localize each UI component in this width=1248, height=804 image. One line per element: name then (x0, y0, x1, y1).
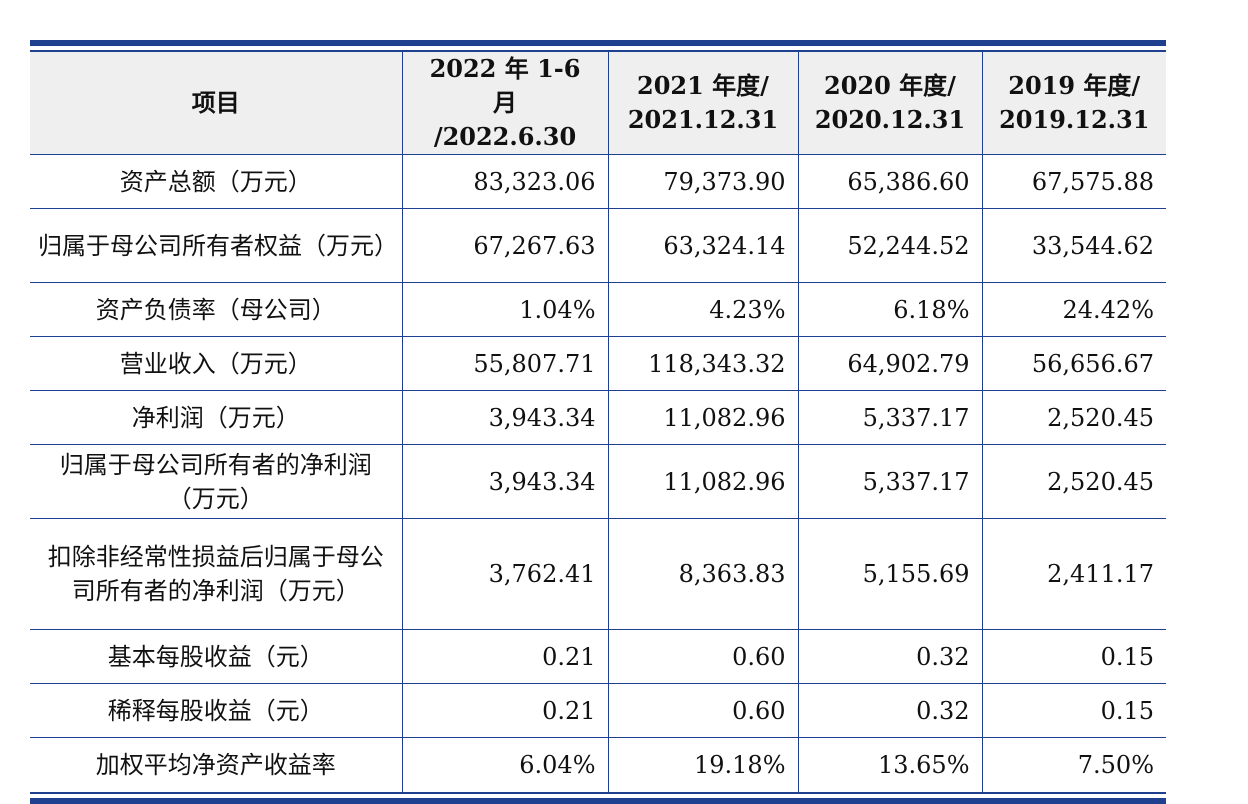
cell-2022-h1: 55,807.71 (401, 336, 609, 391)
cell-2022-h1: 1.04% (401, 282, 609, 337)
cell-2020: 5,337.17 (797, 444, 983, 519)
cell-2020: 5,337.17 (797, 390, 983, 445)
cell-2019: 56,656.67 (981, 336, 1166, 391)
header-item: 项目 (30, 52, 403, 155)
cell-2022-h1: 3,943.34 (401, 444, 609, 519)
cell-2022-h1: 3,943.34 (401, 390, 609, 445)
cell-2019: 2,411.17 (981, 518, 1166, 630)
financial-data-table: 项目 2022 年 1-6 月/2022.6.30 2021 年度/2021.1… (30, 52, 1166, 792)
header-col-1-line-1: 2022 年 1-6 月 (429, 54, 581, 117)
cell-2021: 11,082.96 (607, 444, 799, 519)
cell-2021: 8,363.83 (607, 518, 799, 630)
table-row: 归属于母公司所有者的净利润（万元） 3,943.34 11,082.96 5,3… (30, 444, 1166, 519)
table-row: 归属于母公司所有者权益（万元） 67,267.63 63,324.14 52,2… (30, 208, 1166, 283)
row-label: 加权平均净资产收益率 (30, 737, 403, 792)
table-row: 净利润（万元） 3,943.34 11,082.96 5,337.17 2,52… (30, 390, 1166, 445)
bottom-double-rule (30, 791, 1166, 804)
table-row: 资产负债率（母公司） 1.04% 4.23% 6.18% 24.42% (30, 282, 1166, 337)
row-label: 基本每股收益（元） (30, 629, 403, 684)
cell-2019: 33,544.62 (981, 208, 1166, 283)
cell-2021: 63,324.14 (607, 208, 799, 283)
header-col-3-line-2: 2020.12.31 (814, 105, 966, 134)
cell-2020: 52,244.52 (797, 208, 983, 283)
row-label: 营业收入（万元） (30, 336, 403, 391)
cell-2019: 24.42% (981, 282, 1166, 337)
row-label: 净利润（万元） (30, 390, 403, 445)
cell-2021: 79,373.90 (607, 154, 799, 209)
header-col-2-line-2: 2021.12.31 (627, 105, 779, 134)
header-col-1: 2022 年 1-6 月/2022.6.30 (401, 52, 609, 155)
row-label: 扣除非经常性损益后归属于母公司所有者的净利润（万元） (30, 518, 403, 630)
row-label: 归属于母公司所有者的净利润（万元） (30, 444, 403, 519)
cell-2021: 0.60 (607, 683, 799, 738)
header-col-2: 2021 年度/2021.12.31 (607, 52, 799, 155)
cell-2020: 5,155.69 (797, 518, 983, 630)
cell-2020: 13.65% (797, 737, 983, 792)
table-row: 资产总额（万元） 83,323.06 79,373.90 65,386.60 6… (30, 154, 1166, 209)
cell-2021: 0.60 (607, 629, 799, 684)
cell-2022-h1: 83,323.06 (401, 154, 609, 209)
cell-2019: 2,520.45 (981, 444, 1166, 519)
header-item-label: 项目 (191, 88, 240, 117)
header-col-3: 2020 年度/2020.12.31 (797, 52, 983, 155)
table-row: 营业收入（万元） 55,807.71 118,343.32 64,902.79 … (30, 336, 1166, 391)
cell-2022-h1: 3,762.41 (401, 518, 609, 630)
top-double-rule (30, 40, 1166, 52)
cell-2022-h1: 6.04% (401, 737, 609, 792)
table-row: 扣除非经常性损益后归属于母公司所有者的净利润（万元） 3,762.41 8,36… (30, 518, 1166, 630)
header-col-2-line-1: 2021 年度/ (637, 71, 769, 100)
table-row: 基本每股收益（元） 0.21 0.60 0.32 0.15 (30, 629, 1166, 684)
table-row: 加权平均净资产收益率 6.04% 19.18% 13.65% 7.50% (30, 737, 1166, 792)
row-label: 稀释每股收益（元） (30, 683, 403, 738)
cell-2021: 118,343.32 (607, 336, 799, 391)
row-label: 资产总额（万元） (30, 154, 403, 209)
cell-2021: 4.23% (607, 282, 799, 337)
cell-2022-h1: 67,267.63 (401, 208, 609, 283)
cell-2020: 64,902.79 (797, 336, 983, 391)
financial-table: 项目 2022 年 1-6 月/2022.6.30 2021 年度/2021.1… (30, 40, 1166, 804)
cell-2019: 7.50% (981, 737, 1166, 792)
cell-2020: 0.32 (797, 683, 983, 738)
cell-2019: 2,520.45 (981, 390, 1166, 445)
cell-2019: 0.15 (981, 629, 1166, 684)
row-label: 资产负债率（母公司） (30, 282, 403, 337)
cell-2020: 6.18% (797, 282, 983, 337)
cell-2019: 0.15 (981, 683, 1166, 738)
header-col-1-line-2: /2022.6.30 (433, 122, 577, 151)
cell-2020: 0.32 (797, 629, 983, 684)
header-col-4-line-1: 2019 年度/ (1008, 71, 1141, 100)
header-row: 项目 2022 年 1-6 月/2022.6.30 2021 年度/2021.1… (30, 52, 1166, 155)
row-label: 归属于母公司所有者权益（万元） (30, 208, 403, 283)
cell-2019: 67,575.88 (981, 154, 1166, 209)
cell-2022-h1: 0.21 (401, 683, 609, 738)
table-row: 稀释每股收益（元） 0.21 0.60 0.32 0.15 (30, 683, 1166, 738)
cell-2020: 65,386.60 (797, 154, 983, 209)
header-col-4-line-2: 2019.12.31 (999, 105, 1150, 134)
cell-2021: 11,082.96 (607, 390, 799, 445)
header-col-4: 2019 年度/2019.12.31 (981, 52, 1166, 155)
cell-2022-h1: 0.21 (401, 629, 609, 684)
header-col-3-line-1: 2020 年度/ (824, 71, 956, 100)
cell-2021: 19.18% (607, 737, 799, 792)
